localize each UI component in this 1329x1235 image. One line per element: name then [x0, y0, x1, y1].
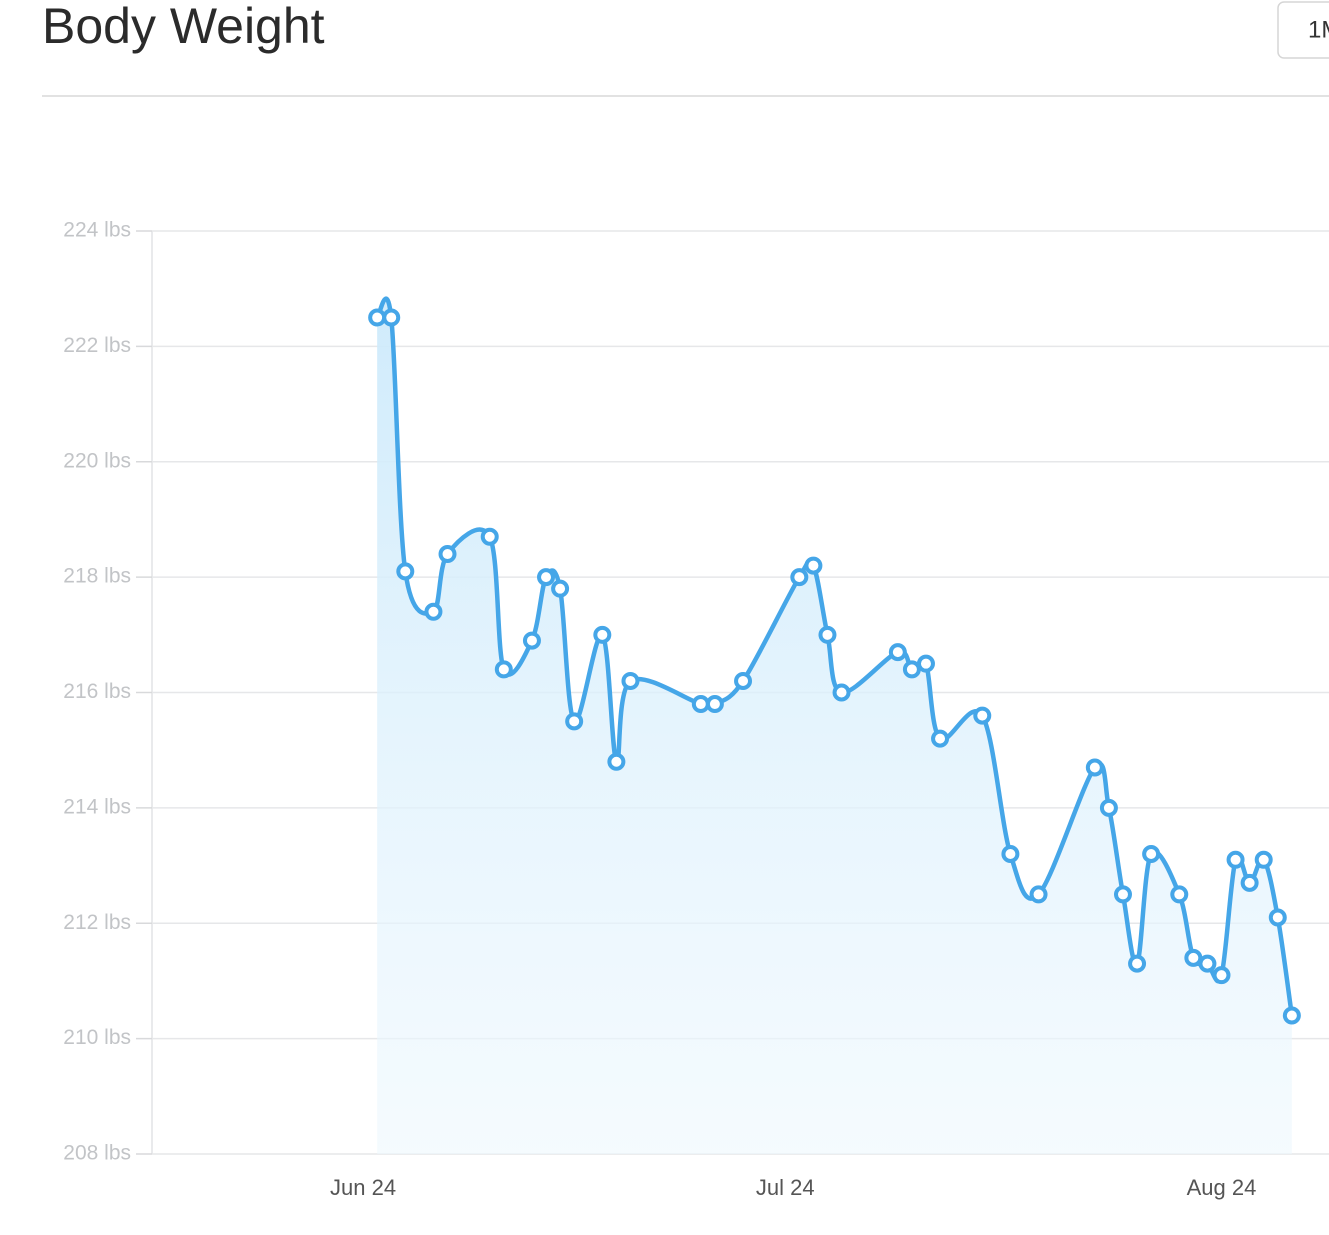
point: [1113, 885, 1132, 904]
point: [438, 545, 457, 564]
y-tick-label: 222 lbs: [63, 334, 131, 357]
point: [691, 695, 710, 714]
point: [382, 308, 401, 327]
point: [368, 308, 387, 327]
area: [377, 298, 1292, 1155]
range-button-label[interactable]: 1M: [1308, 16, 1329, 43]
x-tick-label: Jun 24: [330, 1175, 396, 1200]
point: [1170, 885, 1189, 904]
point: [1240, 873, 1259, 892]
point: [1254, 850, 1273, 869]
point: [424, 602, 443, 621]
point: [832, 683, 851, 702]
point: [916, 654, 935, 673]
point: [804, 556, 823, 575]
y-tick-label: 218 lbs: [63, 565, 131, 588]
point: [551, 579, 570, 598]
point: [1085, 758, 1104, 777]
point: [396, 562, 415, 581]
point: [931, 729, 950, 748]
point: [1128, 954, 1147, 973]
x-tick-label: Jul 24: [756, 1175, 815, 1200]
point: [494, 660, 513, 679]
y-tick-label: 212 lbs: [63, 911, 131, 934]
point: [973, 706, 992, 725]
y-tick-label: 220 lbs: [63, 449, 131, 472]
point: [537, 568, 556, 587]
y-tick-label: 216 lbs: [63, 680, 131, 703]
point: [1268, 908, 1287, 927]
y-tick-label: 224 lbs: [63, 219, 131, 242]
point: [790, 568, 809, 587]
point: [1099, 798, 1118, 817]
point: [888, 643, 907, 662]
point: [1142, 845, 1161, 864]
point: [1001, 845, 1020, 864]
x-tick-label: Aug 24: [1187, 1175, 1257, 1200]
point: [565, 712, 584, 731]
point: [621, 671, 640, 690]
point: [818, 625, 837, 644]
point: [1029, 885, 1048, 904]
point: [1184, 948, 1203, 967]
point: [522, 631, 541, 650]
point: [1198, 954, 1217, 973]
point: [1212, 966, 1231, 985]
point: [607, 752, 626, 771]
range-button[interactable]: [1277, 1, 1329, 59]
point: [1226, 850, 1245, 869]
point: [902, 660, 921, 679]
y-tick-label: 214 lbs: [63, 795, 131, 818]
y-tick-label: 210 lbs: [63, 1026, 131, 1049]
point: [705, 695, 724, 714]
point: [593, 625, 612, 644]
page-title: Body Weight: [42, 0, 325, 54]
point: [1282, 1006, 1301, 1025]
y-tick-label: 208 lbs: [63, 1142, 131, 1165]
point: [480, 527, 499, 546]
point: [734, 671, 753, 690]
